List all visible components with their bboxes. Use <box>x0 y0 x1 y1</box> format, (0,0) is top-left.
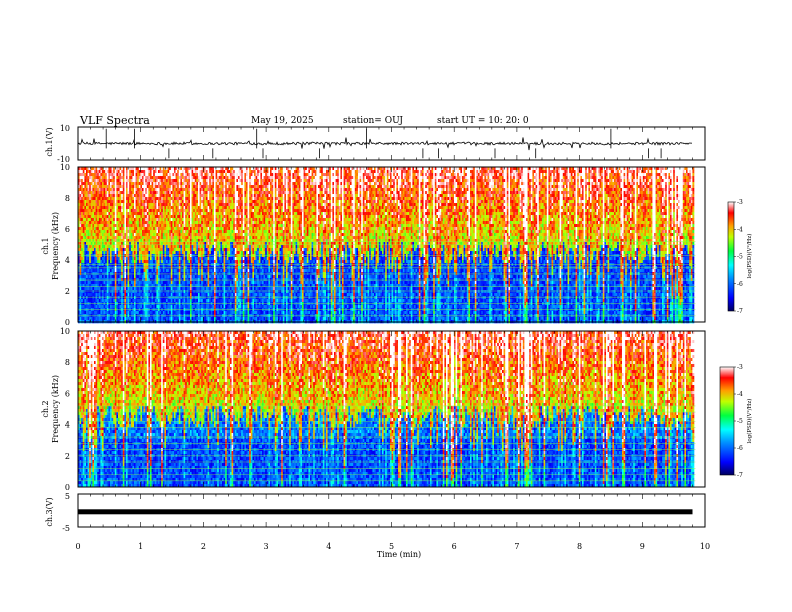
ch1-waveform-ylabel: ch.1(V) <box>45 127 54 156</box>
ch1-waveform-panel: ch.1(V) 10 -10 <box>45 124 705 164</box>
frequency-tick-label: 10 <box>60 163 70 172</box>
figure-title: VLF Spectra <box>79 114 150 127</box>
ch1-spectrogram-panel: ch.1 Frequency (kHz) 0 2 4 6 8 10 <box>41 163 705 327</box>
ch1-spectrogram-ylabel-frequency: Frequency (kHz) <box>51 212 60 280</box>
ch1-ytick-top: 10 <box>60 124 70 133</box>
header-station: station= OUJ <box>343 116 403 126</box>
frequency-tick-label: 8 <box>65 194 70 203</box>
header-start-time: start UT = 10: 20: 0 <box>437 116 529 126</box>
header-date: May 19, 2025 <box>251 116 314 126</box>
frequency-tick-label: 0 <box>65 318 70 327</box>
frequency-tick-label: 6 <box>65 225 70 234</box>
frequency-tick-label: 4 <box>65 256 70 265</box>
ch1-waveform-line <box>78 129 692 159</box>
frequency-tick-label: 2 <box>65 287 70 296</box>
ch1-spectrogram-image <box>78 167 705 323</box>
ch1-spectrogram-ylabel-channel: ch.1 <box>41 237 50 254</box>
